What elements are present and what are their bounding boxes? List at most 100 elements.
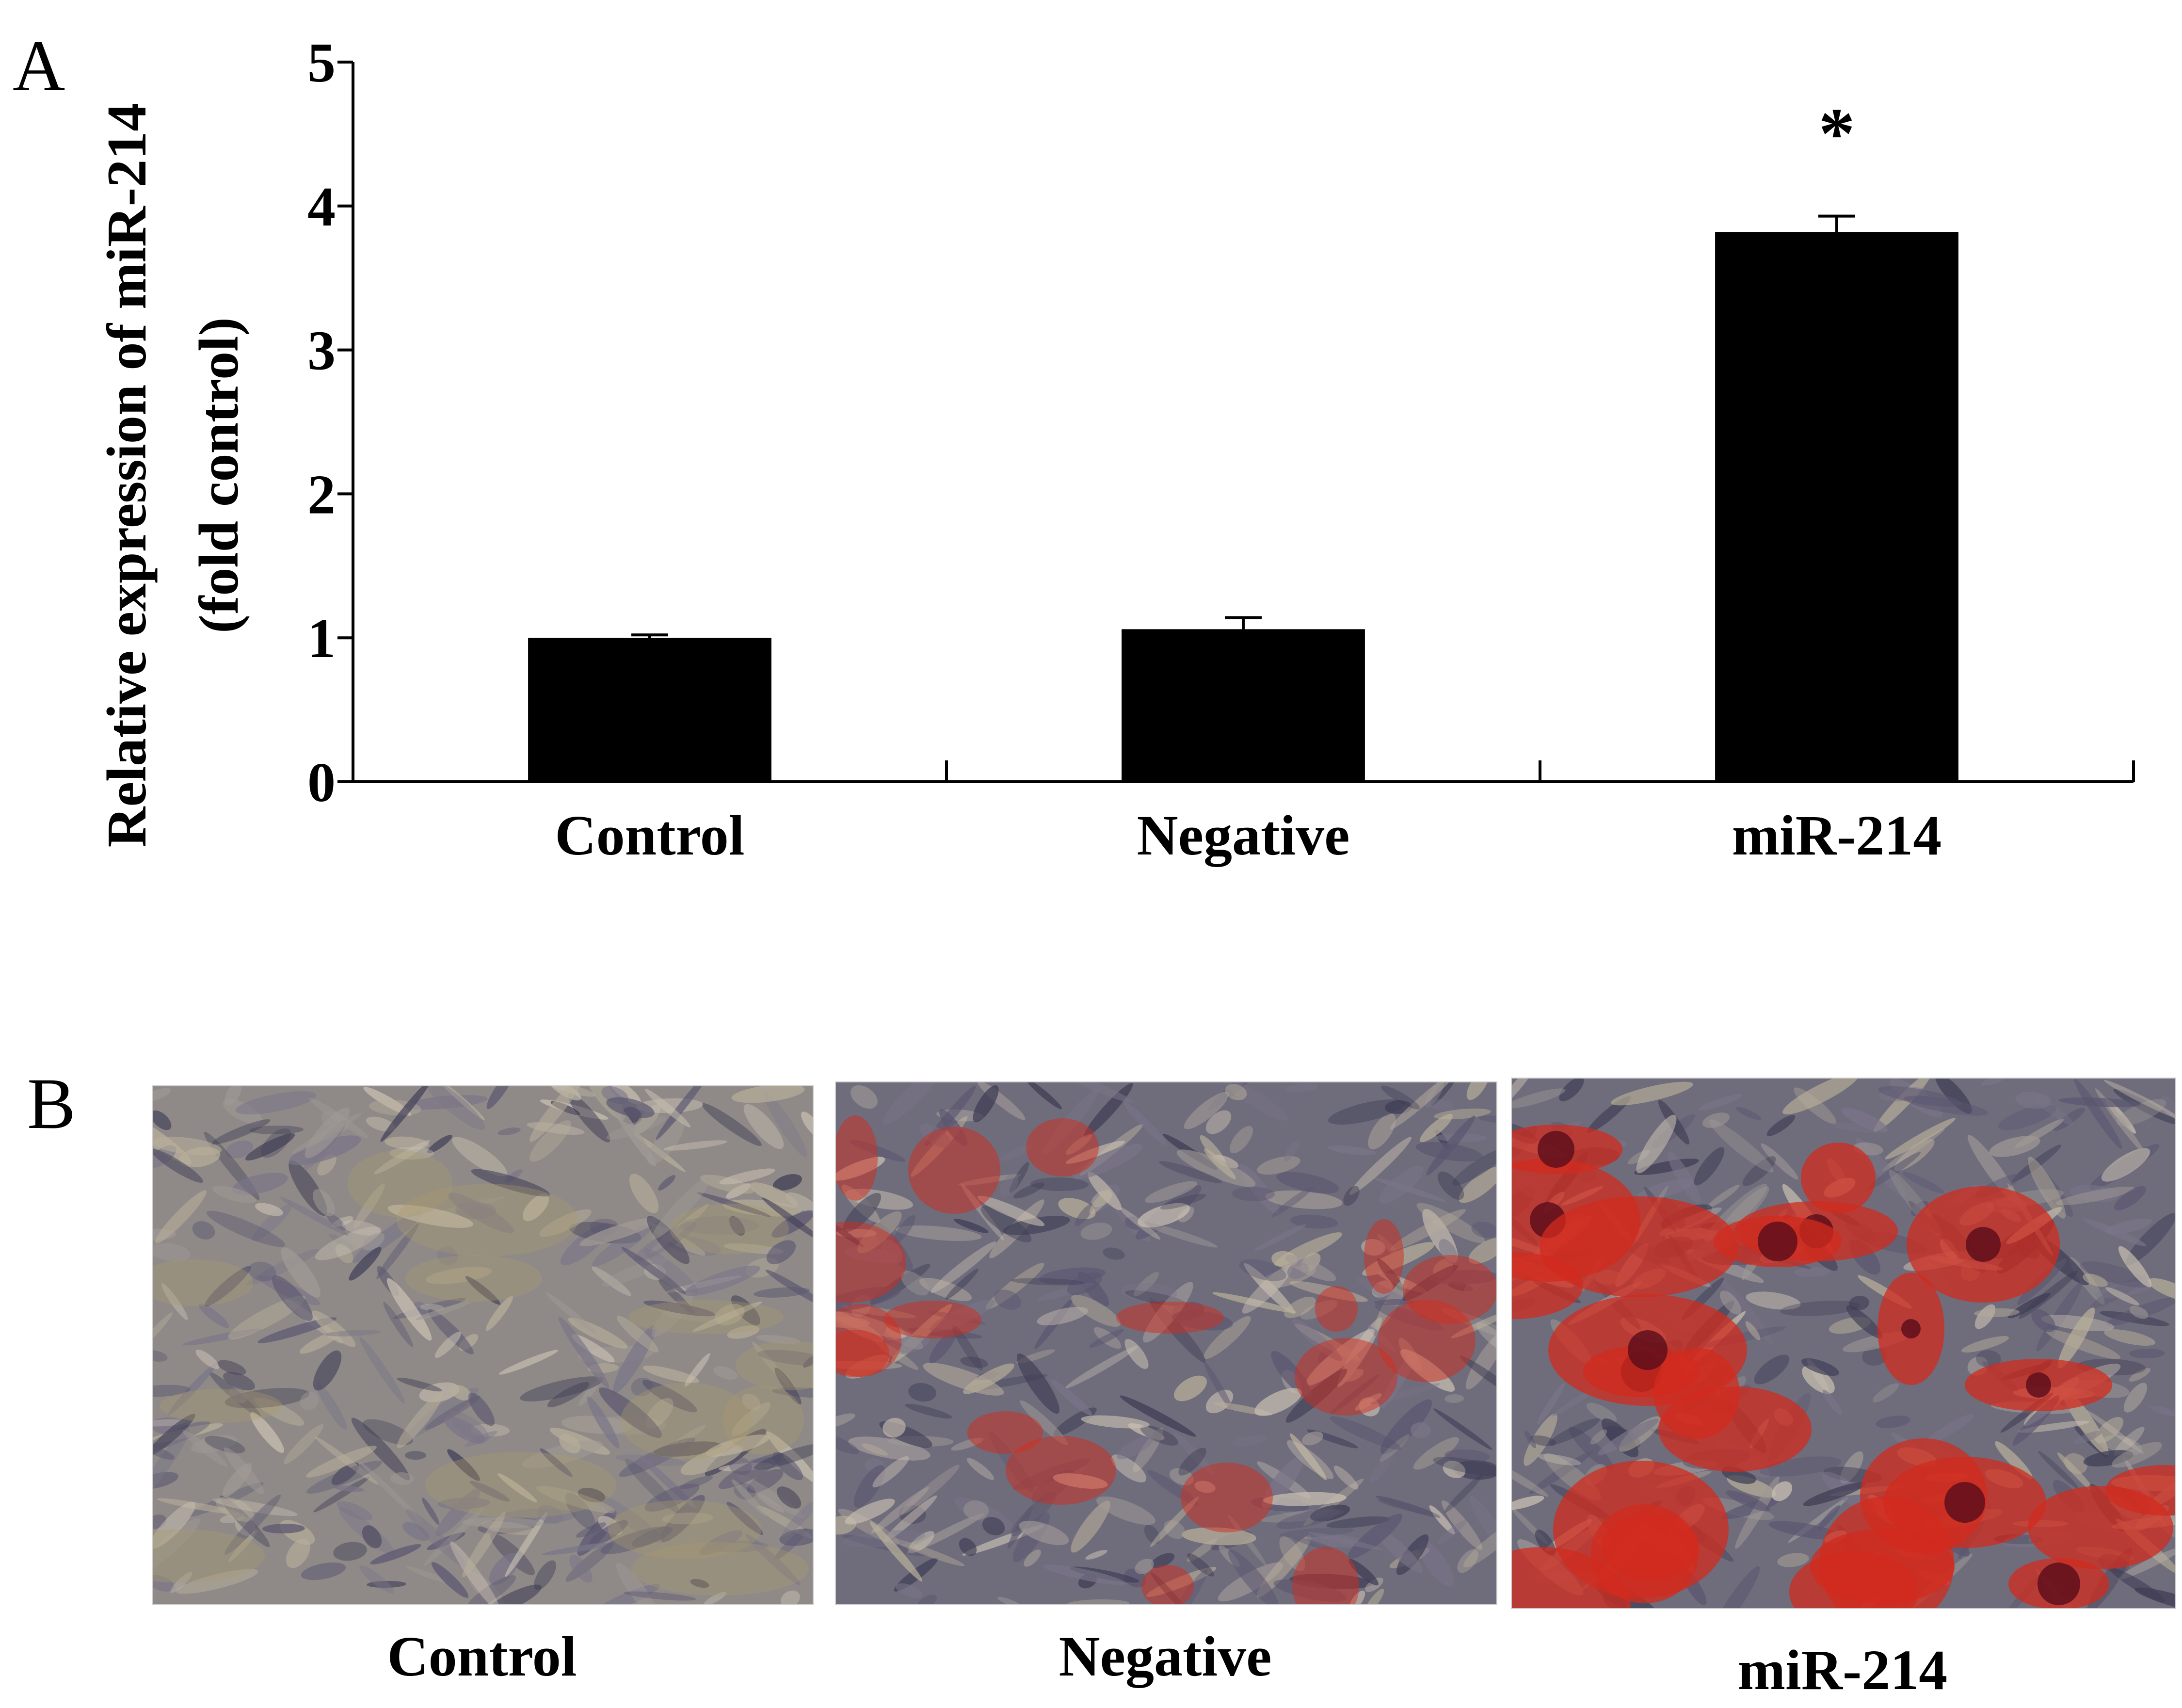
cell-shape: [447, 1449, 480, 1481]
cell-shape: [235, 1516, 256, 1536]
cell-shape: [198, 1303, 229, 1328]
cell-shape: [1998, 1104, 2056, 1130]
cell-shape: [1444, 1474, 1483, 1513]
cell-shape: [439, 1086, 485, 1120]
cell-shape: [606, 1116, 666, 1140]
cell-shape: [1053, 1407, 1097, 1436]
cell-shape: [994, 1289, 1021, 1310]
cell-shape: [679, 1476, 713, 1489]
cell-shape: [153, 1518, 200, 1577]
cell-shape: [736, 1473, 804, 1518]
cell-shape: [471, 1169, 550, 1197]
y-tick-label: 3: [307, 320, 336, 382]
cell-shape: [1228, 1549, 1279, 1604]
cell-shape: [2110, 1567, 2165, 1602]
cell-shape: [617, 1316, 658, 1353]
cell-shape: [153, 1414, 195, 1456]
y-axis-label: Relative expression of miR-214 (fold cont…: [96, 103, 250, 848]
cell-shape: [405, 1451, 426, 1460]
cell-shape: [684, 1265, 760, 1296]
bar: [528, 638, 771, 782]
cell-shape: [684, 1353, 710, 1387]
cell-shape: [1418, 1540, 1454, 1587]
cell-shape: [1468, 1237, 1496, 1264]
cell-shape: [931, 1241, 996, 1293]
cell-shape: [250, 1412, 284, 1453]
cell-shape: [782, 1499, 813, 1537]
cell-shape: [1924, 1414, 1974, 1446]
cell-shape: [359, 1337, 405, 1403]
lipid-stain-spot: [908, 1127, 1000, 1214]
lipid-stain-spot: [836, 1304, 901, 1377]
lipid-stain-spot: [967, 1411, 1043, 1454]
cell-shape: [1000, 1144, 1033, 1161]
cell-shape: [960, 1356, 988, 1368]
cell-shape: [729, 1216, 745, 1236]
cell-shape: [1328, 1099, 1405, 1125]
cell-shape: [750, 1182, 798, 1208]
cell-shape: [1840, 1451, 1863, 1484]
cell-shape: [2012, 1144, 2061, 1182]
lipid-stain-spot: [1141, 1565, 1194, 1604]
cell-shape: [153, 1243, 191, 1261]
cell-shape: [883, 1495, 937, 1543]
cell-shape: [1460, 1355, 1496, 1400]
cell-shape: [1376, 1529, 1423, 1573]
cell-shape: [963, 1363, 1014, 1394]
cell-shape: [212, 1186, 257, 1203]
cell-shape: [1121, 1283, 1177, 1302]
cell-shape: [520, 1376, 603, 1402]
cell-shape: [756, 1335, 800, 1344]
cell-shape: [776, 1486, 802, 1509]
cell-shape: [362, 1232, 385, 1251]
cell-shape: [1138, 1203, 1190, 1228]
cell-shape: [1013, 1182, 1045, 1199]
cell-shape: [536, 1485, 615, 1514]
cell-shape: [312, 1189, 336, 1216]
cell-shape: [434, 1331, 462, 1358]
cell-shape: [216, 1496, 255, 1522]
cell-shape: [305, 1107, 350, 1159]
cell-shape: [367, 1580, 406, 1588]
cell-shape: [1176, 1149, 1256, 1187]
cell-shape: [1123, 1102, 1167, 1145]
cell-shape: [1454, 1460, 1496, 1480]
cell-shape: [300, 1392, 319, 1410]
cell-shape: [1011, 1278, 1085, 1286]
cell-shape: [1034, 1298, 1073, 1350]
cell-shape: [757, 1350, 813, 1366]
cell-shape: [1133, 1272, 1159, 1297]
cell-shape: [1024, 1549, 1041, 1567]
cell-shape: [1212, 1292, 1297, 1313]
cell-shape: [663, 1140, 727, 1151]
cell-shape: [1426, 1115, 1476, 1176]
cell-shape: [153, 1110, 172, 1130]
cell-shape: [1301, 1431, 1324, 1446]
cell-shape: [2053, 1108, 2085, 1131]
micrograph-texture: [153, 1086, 813, 1604]
cell-shape: [1471, 1222, 1496, 1238]
cell-shape: [406, 1566, 452, 1584]
significance-marker: *: [1819, 94, 1855, 174]
cell-shape: [639, 1455, 696, 1509]
cell-shape: [161, 1283, 188, 1320]
cell-shape: [1349, 1590, 1365, 1604]
cell-shape: [2114, 1186, 2146, 1211]
bar: [1715, 232, 1958, 782]
cell-shape: [540, 1448, 573, 1477]
cell-shape: [1611, 1081, 1693, 1106]
cell-shape: [1310, 1504, 1350, 1522]
micrograph-1: [152, 1085, 814, 1605]
cell-shape: [697, 1192, 771, 1217]
cell-shape: [2129, 1348, 2165, 1359]
cell-shape: [872, 1456, 909, 1488]
cell-shape: [836, 1433, 860, 1454]
cell-shape: [1231, 1435, 1267, 1447]
cell-shape: [1225, 1084, 1247, 1100]
cell-shape: [731, 1086, 805, 1103]
cell-shape: [589, 1520, 628, 1546]
cell-shape: [2103, 1080, 2175, 1119]
cell-shape: [1242, 1264, 1293, 1314]
cell-shape: [600, 1526, 672, 1554]
cell-shape: [850, 1085, 878, 1109]
